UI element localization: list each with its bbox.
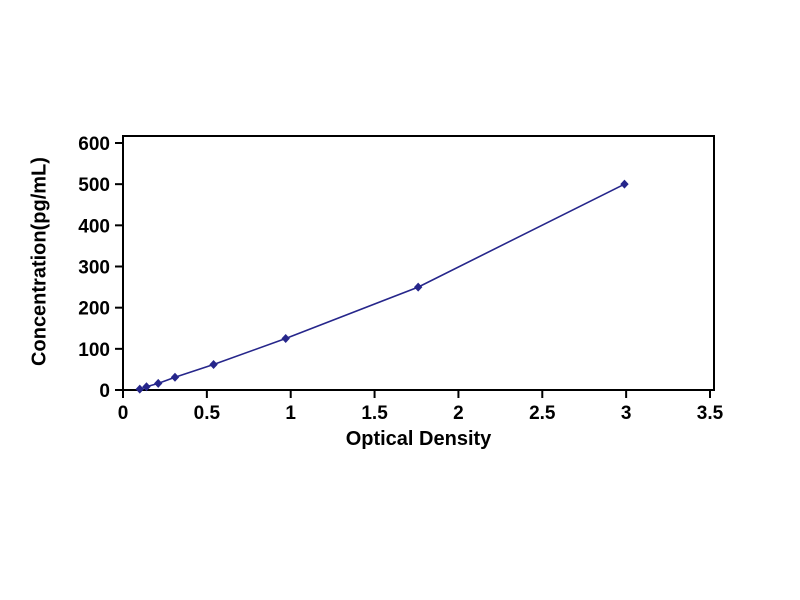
data-point-marker xyxy=(154,378,163,388)
x-tick-label: 2 xyxy=(453,403,464,424)
x-tick-label: 2.5 xyxy=(529,403,556,424)
x-tick-label: 0 xyxy=(118,403,129,424)
y-tick-label: 300 xyxy=(78,258,110,279)
y-tick-label: 200 xyxy=(78,299,110,320)
x-tick-label: 0.5 xyxy=(194,403,221,424)
x-axis-label: Optical Density xyxy=(345,428,492,450)
x-tick-label: 3.5 xyxy=(697,403,724,424)
data-point-marker xyxy=(620,179,629,189)
x-tick-label: 3 xyxy=(621,403,632,424)
data-point-marker xyxy=(142,382,151,392)
y-tick-label: 600 xyxy=(78,134,110,155)
data-point-marker xyxy=(281,334,290,344)
data-point-marker xyxy=(170,372,180,382)
curve-line xyxy=(139,183,625,390)
data-point-marker xyxy=(413,282,423,292)
y-axis-label: Concentration(pg/mL) xyxy=(28,157,51,366)
y-tick-label: 400 xyxy=(78,216,110,237)
y-tick-label: 100 xyxy=(78,340,110,361)
y-tick-label: 0 xyxy=(99,381,110,402)
data-point-marker xyxy=(135,384,144,394)
data-point-marker xyxy=(209,359,218,369)
x-tick-label: 1 xyxy=(285,403,296,424)
y-tick-label: 500 xyxy=(78,175,110,196)
x-tick-label: 1.5 xyxy=(361,403,388,424)
plot-frame xyxy=(122,135,715,391)
